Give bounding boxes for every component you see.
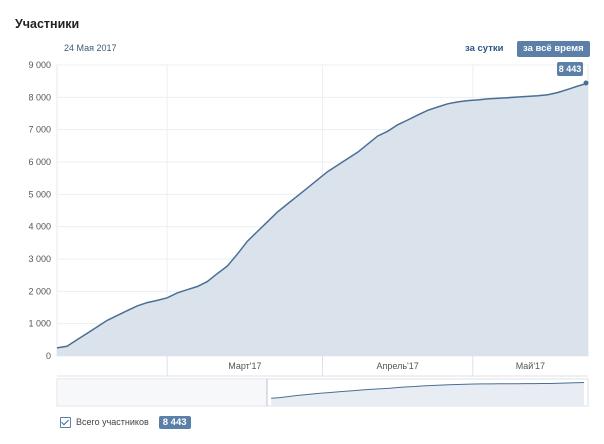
x-tick-label: Апрель'17	[377, 361, 419, 371]
period-all-time-button[interactable]: за всё время	[517, 41, 590, 57]
x-tick-label: Март'17	[228, 361, 261, 371]
end-point-marker	[583, 80, 589, 86]
y-tick-label: 5 000	[28, 189, 51, 199]
navigator-mask	[57, 379, 267, 406]
end-value-badge	[557, 62, 583, 77]
y-tick-label: 4 000	[28, 222, 51, 232]
y-tick-label: 0	[46, 351, 51, 361]
y-tick-label: 7 000	[28, 125, 51, 135]
navigator-line	[271, 382, 585, 399]
period-day-button[interactable]: за сутки	[465, 43, 504, 54]
legend: Всего участников 8 443	[60, 414, 191, 430]
end-value-label: 8 443	[559, 64, 582, 74]
legend-label: Всего участников	[76, 417, 149, 427]
legend-checkbox[interactable]	[60, 416, 71, 428]
y-tick-label: 8 000	[28, 92, 51, 102]
legend-value: 8 443	[158, 415, 191, 429]
y-tick-label: 6 000	[28, 157, 51, 167]
date-label: 24 Мая 2017	[64, 43, 117, 53]
x-tick-label: Май'17	[516, 361, 545, 371]
chart-line	[56, 82, 589, 349]
y-tick-label: 1 000	[28, 319, 51, 329]
navigator-area	[271, 382, 584, 406]
y-tick-label: 2 000	[28, 286, 51, 296]
chart-area	[57, 83, 588, 356]
page-title: Участники	[15, 17, 80, 31]
y-tick-label: 9 000	[28, 60, 51, 70]
y-tick-label: 3 000	[28, 254, 51, 264]
